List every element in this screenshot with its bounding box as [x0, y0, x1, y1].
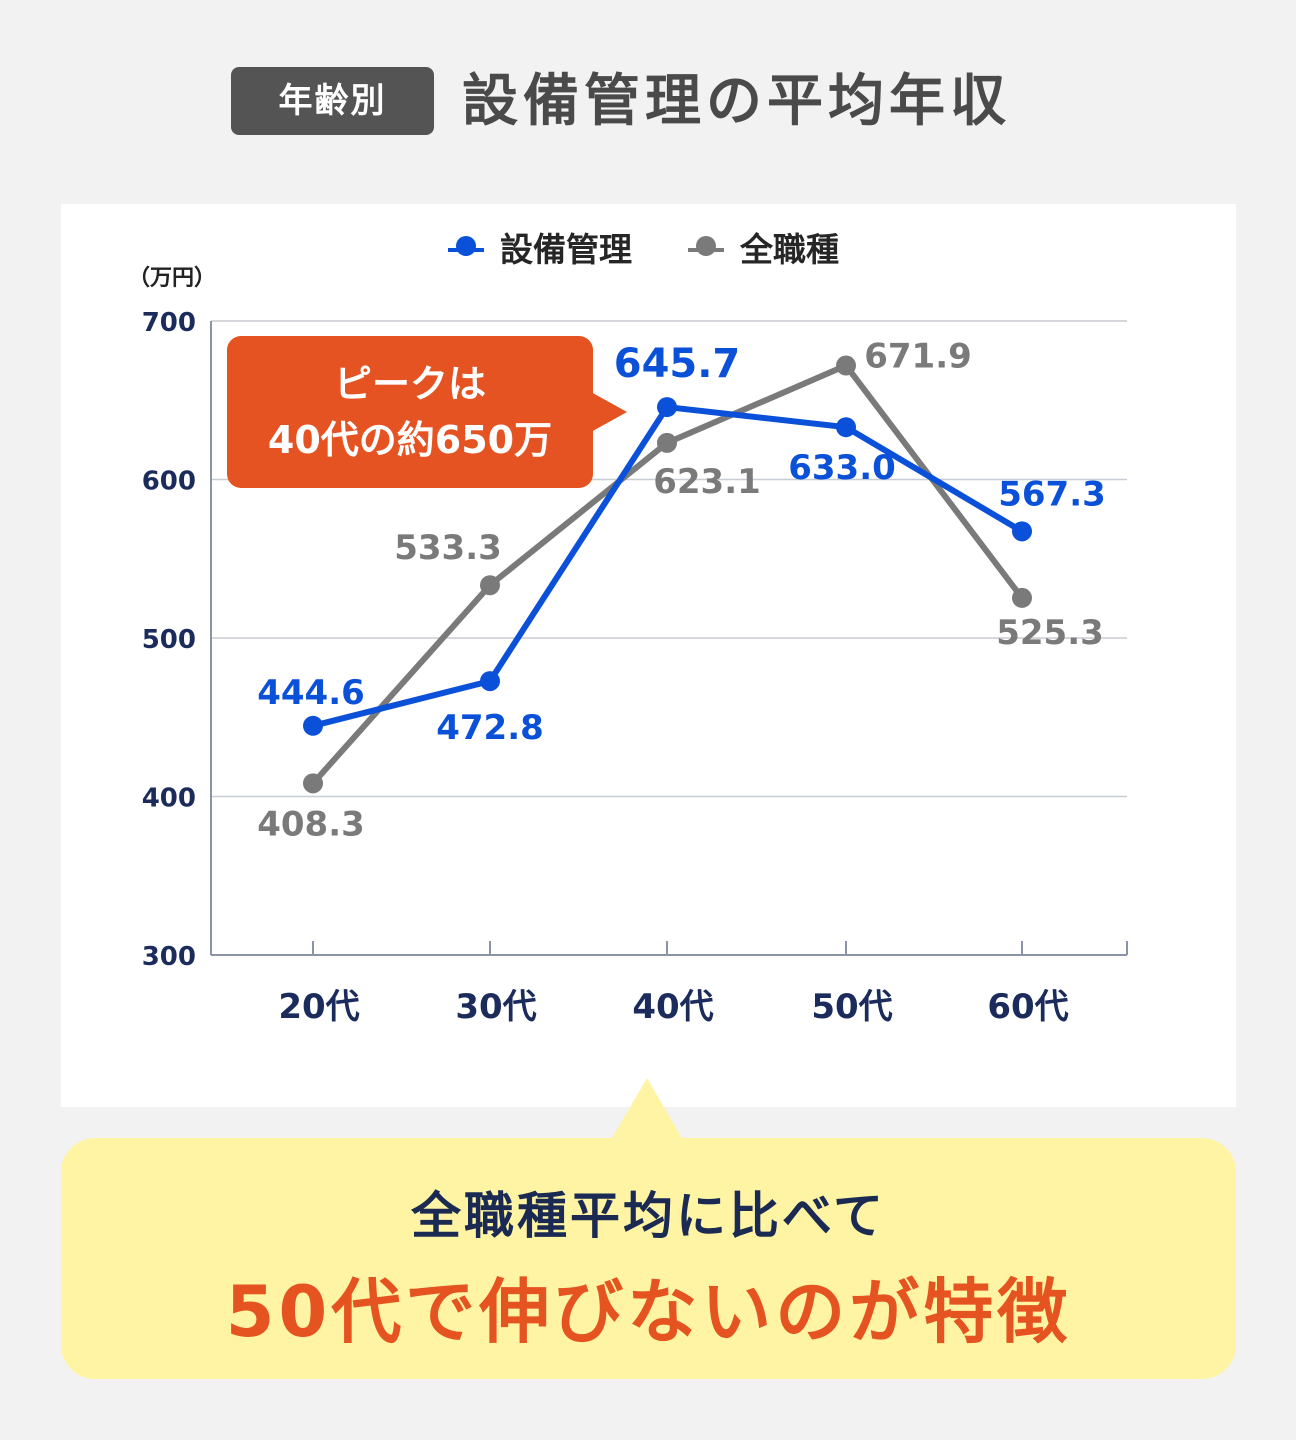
point-setsubi-0	[303, 715, 323, 736]
title-badge: 年齢別	[231, 67, 434, 135]
line-chart: 300 400 500 600 700 20代 30代 40代 50代 60代 444.6 472.8…	[142, 308, 1128, 1027]
legend-label-setsubi: 設備管理	[500, 230, 632, 269]
title-row: 年齢別 設備管理の平均年収	[0, 62, 1296, 142]
y-tick-label-600: 600	[142, 467, 196, 497]
legend-label-all: 全職種	[740, 230, 839, 269]
point-all-2	[657, 432, 677, 453]
summary-note: 全職種平均に比べて 50代で伸びないのが特徴	[61, 1138, 1236, 1379]
peak-callout-line2: 40代の約650万	[267, 418, 553, 462]
point-setsubi-2	[657, 397, 677, 418]
data-label-setsubi-3: 633.0	[788, 448, 896, 488]
point-all-4	[1012, 587, 1032, 608]
x-tick-label-4: 60代	[987, 987, 1068, 1027]
data-label-setsubi-4: 567.3	[998, 474, 1106, 514]
legend-marker-all	[696, 236, 716, 256]
x-tick-label-2: 40代	[632, 987, 713, 1027]
data-label-all-0: 408.3	[257, 804, 365, 844]
x-tick-label-0: 20代	[278, 987, 359, 1027]
peak-callout: ピークは 40代の約650万	[227, 336, 593, 488]
y-tick-label-700: 700	[142, 308, 196, 338]
summary-note-line2: 50代で伸びないのが特徴	[225, 1271, 1072, 1353]
peak-callout-line1: ピークは	[333, 362, 486, 406]
y-tick-label-300: 300	[142, 942, 196, 972]
x-tick-label-1: 30代	[455, 987, 536, 1027]
x-tick-label-3: 50代	[811, 987, 892, 1027]
y-tick-label-500: 500	[142, 625, 196, 655]
data-label-setsubi-0: 444.6	[257, 673, 365, 713]
data-label-all-2: 623.1	[653, 462, 761, 502]
point-all-3	[836, 355, 856, 376]
summary-note-line1: 全職種平均に比べて	[411, 1187, 886, 1245]
point-all-1	[480, 575, 500, 596]
data-label-setsubi-2: 645.7	[614, 341, 741, 387]
y-tick-label-400: 400	[142, 784, 196, 814]
peak-callout-tail	[591, 392, 627, 432]
data-label-all-1: 533.3	[394, 528, 502, 568]
point-all-0	[303, 773, 323, 794]
chart-legend: 設備管理 全職種	[0, 226, 1296, 274]
y-axis-unit-label: （万円）	[128, 266, 217, 291]
legend-marker-setsubi	[456, 236, 476, 256]
data-label-setsubi-1: 472.8	[436, 708, 544, 748]
page-title: 設備管理の平均年収	[462, 69, 1011, 134]
point-setsubi-3	[836, 417, 856, 438]
data-label-all-4: 525.3	[996, 613, 1104, 653]
note-tail	[611, 1078, 683, 1140]
point-setsubi-4	[1012, 521, 1032, 542]
data-label-all-3: 671.9	[864, 337, 972, 377]
point-setsubi-1	[480, 671, 500, 692]
